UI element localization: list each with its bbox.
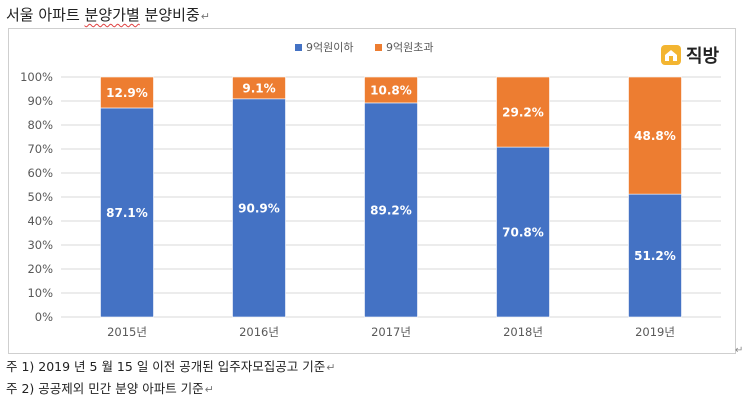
y-tick-label: 20% <box>27 262 53 276</box>
bar-data-label: 9.1% <box>242 81 275 95</box>
bar-segment <box>100 107 154 318</box>
y-tick-label: 70% <box>27 142 53 156</box>
x-tick-label: 2018년 <box>503 325 543 339</box>
paragraph-mark-icon: ↵ <box>204 383 214 396</box>
paragraph-mark-icon: ↵ <box>735 345 744 356</box>
bar-segment <box>628 76 682 195</box>
y-tick-label: 60% <box>27 166 53 180</box>
x-tick-label: 2017년 <box>371 325 411 339</box>
bar-segment <box>496 76 550 148</box>
footnote-1: 주 1) 2019 년 5 월 15 일 이전 공개된 입주자모집공고 기준↵ <box>6 356 335 375</box>
legend-label: 9억원초과 <box>386 41 433 54</box>
bar-segment <box>496 146 550 318</box>
y-tick-label: 40% <box>27 214 53 228</box>
bar-segment <box>364 102 418 318</box>
title-prefix: 서울 아파트 <box>6 6 85 24</box>
paragraph-mark-icon: ↵ <box>200 10 210 23</box>
bar-data-label: 89.2% <box>370 203 412 217</box>
bar-segment <box>232 76 286 100</box>
title-underlined-word: 분양가별 <box>84 6 140 24</box>
x-tick-label: 2019년 <box>635 325 675 339</box>
footnote-1-text: 주 1) 2019 년 5 월 15 일 이전 공개된 입주자모집공고 기준 <box>6 359 326 374</box>
y-tick-label: 10% <box>27 286 53 300</box>
bar-segment <box>364 76 418 104</box>
legend-swatch <box>375 44 382 51</box>
y-tick-label: 30% <box>27 238 53 252</box>
bar-data-label: 29.2% <box>502 106 544 120</box>
bar-data-label: 51.2% <box>634 249 676 263</box>
bar-segment <box>628 193 682 318</box>
bar-data-label: 12.9% <box>106 86 148 100</box>
bar-segment <box>232 98 286 318</box>
y-tick-label: 100% <box>20 70 53 84</box>
footnote-2: 주 2) 공공제외 민간 분양 아파트 기준↵ <box>6 378 214 397</box>
y-tick-label: 80% <box>27 118 53 132</box>
zigbang-logo: 직방 <box>660 42 719 68</box>
house-logo-icon <box>661 45 681 65</box>
bar-data-label: 48.8% <box>634 129 676 143</box>
bar-data-label: 10.8% <box>370 83 412 97</box>
legend-label: 9억원이하 <box>306 40 353 54</box>
x-tick-label: 2015년 <box>107 325 147 339</box>
document-title: 서울 아파트 분양가별 분양비중↵ <box>6 4 210 25</box>
x-tick-label: 2016년 <box>239 325 279 339</box>
y-tick-label: 50% <box>27 190 53 204</box>
bar-segment <box>100 76 154 109</box>
y-tick-label: 90% <box>27 94 53 108</box>
footnote-2-text: 주 2) 공공제외 민간 분양 아파트 기준 <box>6 381 204 396</box>
bar-data-label: 90.9% <box>238 201 280 215</box>
bar-data-label: 70.8% <box>502 226 544 240</box>
brand-name: 직방 <box>686 46 720 67</box>
chart-frame: 0% 10% 20% 30% 40% 50% 60% 70% 80% 90% 100% 9억원이하 9억… <box>8 28 736 354</box>
paragraph-mark-icon: ↵ <box>326 361 336 374</box>
legend-swatch <box>295 44 302 51</box>
stacked-bar-chart: 0% 10% 20% 30% 40% 50% 60% 70% 80% 90% 100% 9억원이하 9억… <box>20 40 721 339</box>
title-suffix: 분양비중 <box>139 6 200 24</box>
y-tick-label: 0% <box>35 310 53 324</box>
bar-data-label: 87.1% <box>106 206 148 220</box>
